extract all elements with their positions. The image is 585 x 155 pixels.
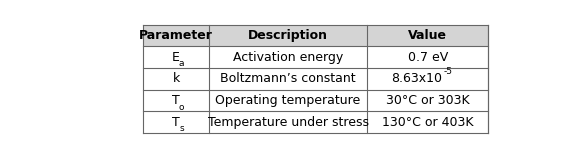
Text: Description: Description xyxy=(248,29,328,42)
Text: 130°C or 403K: 130°C or 403K xyxy=(382,116,473,129)
Text: o: o xyxy=(179,103,184,112)
Text: Temperature under stress: Temperature under stress xyxy=(208,116,369,129)
Text: 8.63x10: 8.63x10 xyxy=(391,72,442,85)
Text: Parameter: Parameter xyxy=(139,29,213,42)
Text: E: E xyxy=(172,51,180,64)
Text: T: T xyxy=(172,94,180,107)
Text: T: T xyxy=(172,116,180,129)
Text: Operating temperature: Operating temperature xyxy=(215,94,361,107)
Text: -5: -5 xyxy=(443,67,453,76)
Text: Value: Value xyxy=(408,29,447,42)
Text: k: k xyxy=(173,72,180,85)
Text: 30°C or 303K: 30°C or 303K xyxy=(386,94,470,107)
Text: 0.7 eV: 0.7 eV xyxy=(408,51,448,64)
Text: s: s xyxy=(179,124,184,133)
Text: Activation energy: Activation energy xyxy=(233,51,343,64)
Text: Boltzmann’s constant: Boltzmann’s constant xyxy=(221,72,356,85)
Text: a: a xyxy=(179,59,184,68)
